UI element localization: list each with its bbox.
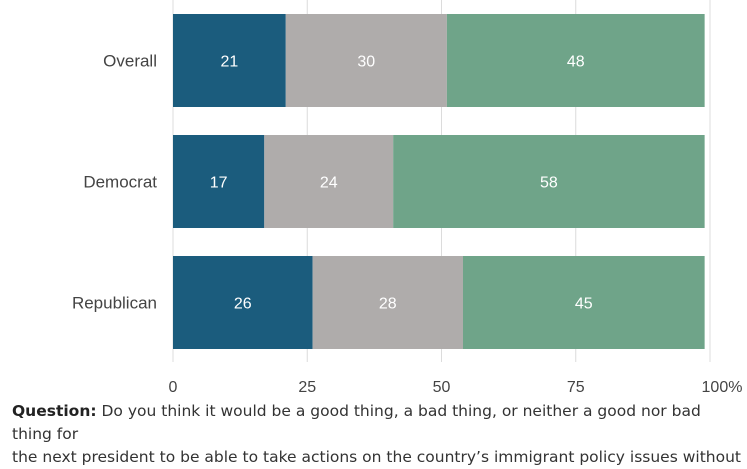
data-label-overall-segment-2: 30 <box>357 54 375 71</box>
x-tick-label-100: 100% <box>702 379 743 396</box>
category-label-democrat: Democrat <box>83 173 157 192</box>
data-label-democrat-segment-1: 17 <box>210 175 228 192</box>
bar-democrat-segment-3 <box>393 135 705 228</box>
bar-democrat-segment-2 <box>264 135 394 228</box>
category-label-republican: Republican <box>72 294 157 313</box>
data-label-democrat-segment-2: 24 <box>320 175 338 192</box>
data-label-republican-segment-1: 26 <box>234 296 252 313</box>
bar-republican-segment-3 <box>462 256 705 349</box>
bar-republican-segment-2 <box>312 256 463 349</box>
data-label-overall-segment-1: 21 <box>220 54 238 71</box>
data-label-republican-segment-3: 45 <box>575 296 593 313</box>
data-label-republican-segment-2: 28 <box>379 296 397 313</box>
question-note: Question: Do you think it would be a goo… <box>12 400 742 469</box>
data-label-democrat-segment-3: 58 <box>540 175 558 192</box>
bars: 21 30 48 17 24 58 26 28 45 <box>173 14 705 349</box>
question-text: Do you think it would be a good thing, a… <box>12 402 701 443</box>
x-tick-labels: 0 25 50 75 100% <box>169 379 743 396</box>
x-tick-label-0: 0 <box>169 379 178 396</box>
bar-republican-segment-1 <box>173 256 313 349</box>
bar-overall-segment-1 <box>173 14 286 107</box>
x-tick-label-50: 50 <box>433 379 451 396</box>
question-text-continued: the next president to be able to take ac… <box>12 448 741 466</box>
category-label-overall: Overall <box>103 52 157 71</box>
x-tick-label-25: 25 <box>298 379 316 396</box>
stacked-bar-chart: 21 30 48 17 24 58 26 28 45 Overall Democrat Republ… <box>72 0 743 396</box>
question-label: Question: <box>12 402 97 420</box>
bar-overall-segment-3 <box>446 14 705 107</box>
category-labels: Overall Democrat Republican <box>72 52 157 313</box>
bar-democrat-segment-1 <box>173 135 265 228</box>
data-label-overall-segment-3: 48 <box>567 54 585 71</box>
x-tick-label-75: 75 <box>567 379 585 396</box>
bar-overall-segment-2 <box>285 14 447 107</box>
